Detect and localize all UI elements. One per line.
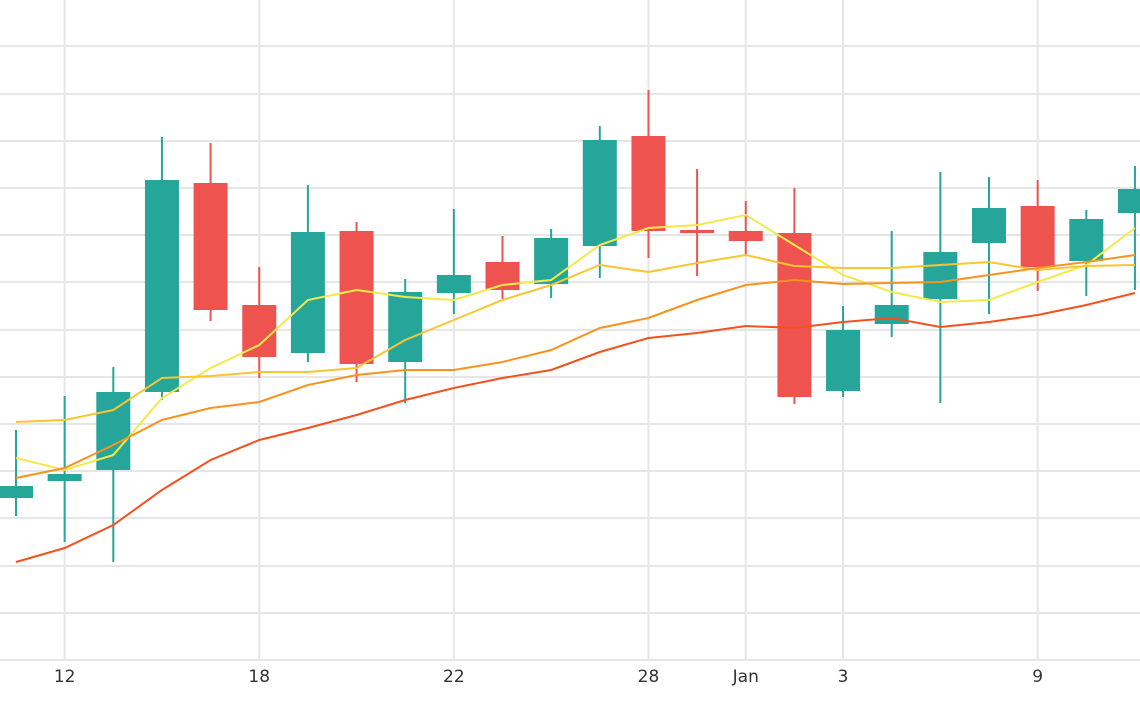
candle-body	[534, 238, 569, 284]
candle-body	[242, 305, 277, 357]
candle-body	[47, 474, 82, 481]
candle-body	[923, 252, 958, 299]
candle-body	[1117, 189, 1140, 213]
moving-average-line	[15, 253, 1135, 423]
candle-body	[972, 208, 1006, 243]
candle-body	[777, 233, 812, 397]
candle-body	[436, 275, 471, 293]
candle-body	[728, 231, 763, 241]
candle-body	[388, 292, 423, 362]
x-tick-label: 22	[443, 667, 465, 687]
x-tick-label: 3	[838, 667, 849, 687]
candle-body	[193, 183, 228, 310]
moving-average-line	[15, 213, 1136, 472]
x-tick-label: 12	[54, 667, 76, 687]
x-tick-label: 28	[638, 667, 660, 687]
candle-body	[826, 330, 861, 391]
x-tick-label: 9	[1032, 667, 1043, 687]
candle-body	[339, 231, 374, 364]
x-tick-label: Jan	[732, 667, 759, 687]
candle-body	[631, 136, 666, 231]
moving-average-line	[15, 292, 1136, 563]
moving-average-line	[15, 254, 1136, 479]
candle-body	[96, 392, 131, 470]
candle-body	[1020, 206, 1055, 267]
candle-body	[290, 232, 325, 353]
x-tick-label: 18	[248, 667, 270, 687]
candle-body	[144, 180, 179, 392]
candle-body	[582, 140, 617, 246]
candle-body	[0, 486, 33, 498]
candle-body	[1069, 219, 1104, 261]
candle-body	[680, 230, 715, 233]
